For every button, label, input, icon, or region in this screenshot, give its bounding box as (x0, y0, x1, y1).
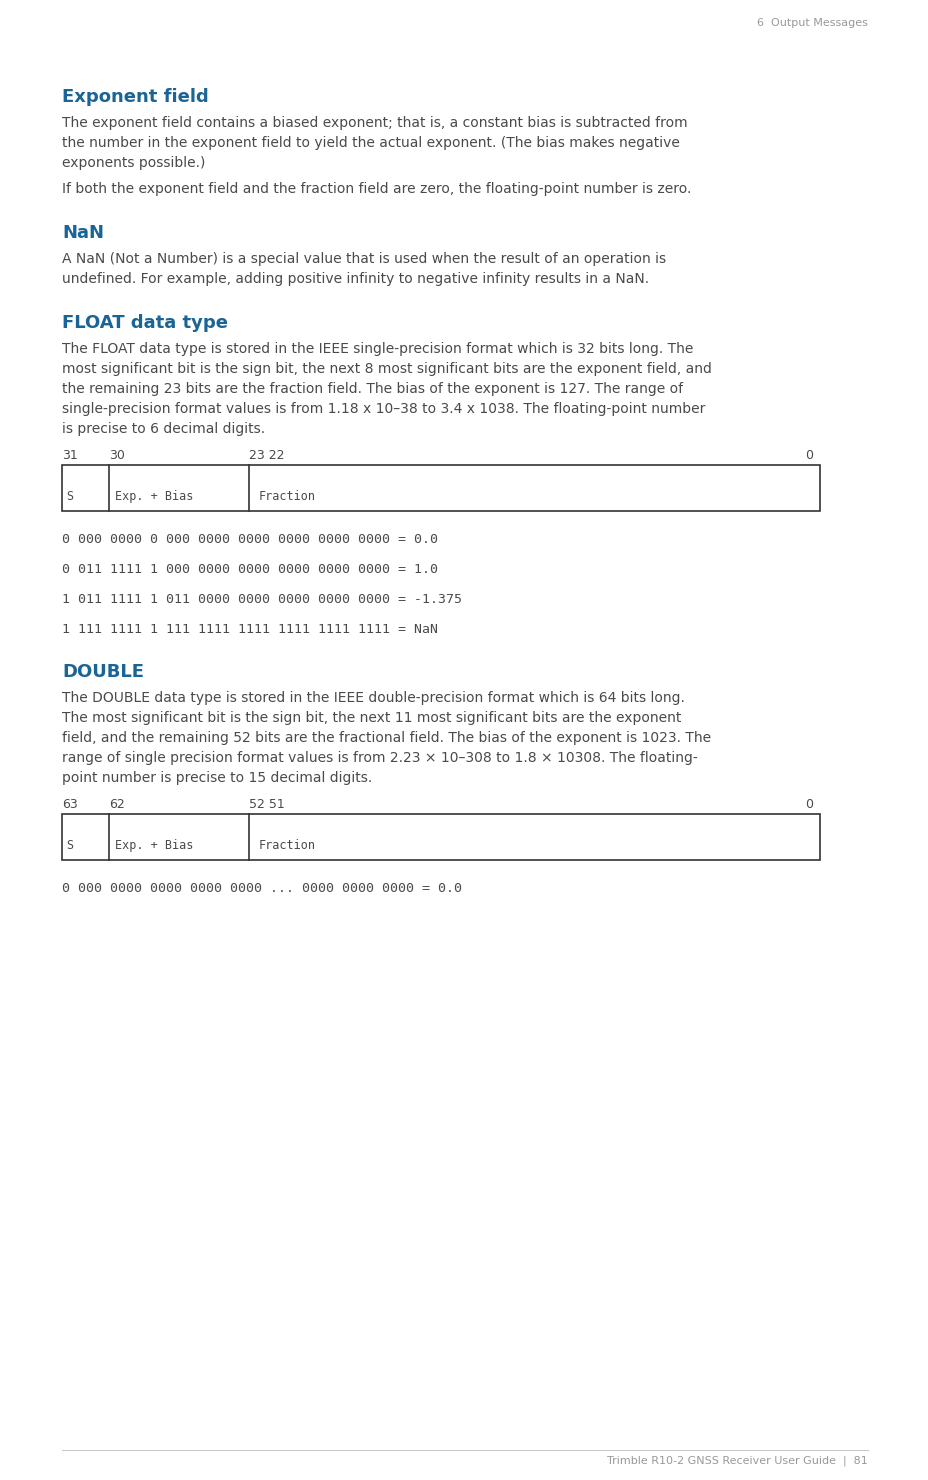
Text: undefined. For example, adding positive infinity to negative infinity results in: undefined. For example, adding positive … (62, 272, 649, 286)
Text: The DOUBLE data type is stored in the IEEE double-precision format which is 64 b: The DOUBLE data type is stored in the IE… (62, 691, 684, 704)
Text: the number in the exponent field to yield the actual exponent. (The bias makes n: the number in the exponent field to yiel… (62, 136, 679, 149)
Text: 0 000 0000 0000 0000 0000 ... 0000 0000 0000 = 0.0: 0 000 0000 0000 0000 0000 ... 0000 0000 … (62, 882, 461, 895)
Text: 1 011 1111 1 011 0000 0000 0000 0000 0000 = -1.375: 1 011 1111 1 011 0000 0000 0000 0000 000… (62, 593, 461, 605)
Text: field, and the remaining 52 bits are the fractional field. The bias of the expon: field, and the remaining 52 bits are the… (62, 731, 710, 744)
Text: NaN: NaN (62, 223, 104, 243)
Text: 52 51: 52 51 (249, 798, 285, 811)
Text: 62: 62 (109, 798, 124, 811)
Text: 0 011 1111 1 000 0000 0000 0000 0000 0000 = 1.0: 0 011 1111 1 000 0000 0000 0000 0000 000… (62, 562, 437, 576)
Text: S: S (66, 490, 72, 503)
Text: 1 111 1111 1 111 1111 1111 1111 1111 1111 = NaN: 1 111 1111 1 111 1111 1111 1111 1111 111… (62, 623, 437, 636)
Text: 0: 0 (804, 798, 812, 811)
Text: S: S (66, 839, 72, 852)
Text: Exp. + Bias: Exp. + Bias (115, 839, 193, 852)
Text: exponents possible.): exponents possible.) (62, 155, 205, 170)
Text: If both the exponent field and the fraction field are zero, the floating-point n: If both the exponent field and the fract… (62, 182, 690, 195)
Text: 30: 30 (109, 448, 124, 462)
Text: The most significant bit is the sign bit, the next 11 most significant bits are : The most significant bit is the sign bit… (62, 710, 680, 725)
Text: The FLOAT data type is stored in the IEEE single-precision format which is 32 bi: The FLOAT data type is stored in the IEE… (62, 342, 692, 357)
Text: DOUBLE: DOUBLE (62, 663, 144, 681)
Text: Exp. + Bias: Exp. + Bias (115, 490, 193, 503)
Text: Exponent field: Exponent field (62, 87, 209, 107)
Text: point number is precise to 15 decimal digits.: point number is precise to 15 decimal di… (62, 771, 372, 784)
Text: 23 22: 23 22 (249, 448, 284, 462)
Bar (62, 465, 819, 511)
Text: range of single precision format values is from 2.23 × 10–308 to 1.8 × 10308. Th: range of single precision format values … (62, 750, 697, 765)
Text: 63: 63 (62, 798, 78, 811)
Text: 0 000 0000 0 000 0000 0000 0000 0000 0000 = 0.0: 0 000 0000 0 000 0000 0000 0000 0000 000… (62, 533, 437, 546)
Bar (62, 814, 819, 860)
Text: 31: 31 (62, 448, 78, 462)
Text: the remaining 23 bits are the fraction field. The bias of the exponent is 127. T: the remaining 23 bits are the fraction f… (62, 382, 682, 397)
Text: most significant bit is the sign bit, the next 8 most significant bits are the e: most significant bit is the sign bit, th… (62, 363, 711, 376)
Text: single-precision format values is from 1.18 x 10–38 to 3.4 x 1038. The floating-: single-precision format values is from 1… (62, 403, 704, 416)
Text: 6  Output Messages: 6 Output Messages (756, 18, 867, 28)
Text: 0: 0 (804, 448, 812, 462)
Text: is precise to 6 decimal digits.: is precise to 6 decimal digits. (62, 422, 264, 437)
Text: A NaN (Not a Number) is a special value that is used when the result of an opera: A NaN (Not a Number) is a special value … (62, 252, 665, 266)
Text: The exponent field contains a biased exponent; that is, a constant bias is subtr: The exponent field contains a biased exp… (62, 115, 687, 130)
Text: Fraction: Fraction (259, 490, 316, 503)
Text: Fraction: Fraction (259, 839, 316, 852)
Text: Trimble R10-2 GNSS Receiver User Guide  |  81: Trimble R10-2 GNSS Receiver User Guide |… (607, 1456, 867, 1467)
Text: FLOAT data type: FLOAT data type (62, 314, 227, 332)
